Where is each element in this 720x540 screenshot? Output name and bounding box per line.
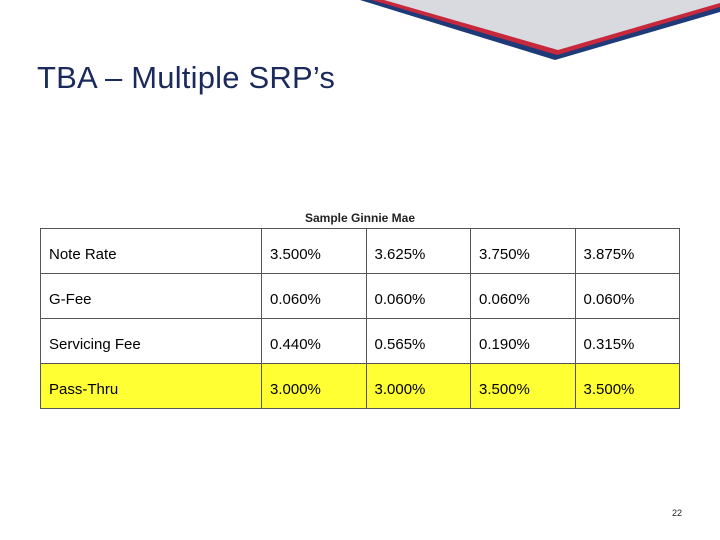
table-cell: 3.625% (366, 229, 471, 274)
page-number: 22 (672, 508, 682, 518)
table-row: Pass-Thru 3.000% 3.000% 3.500% 3.500% (41, 364, 680, 409)
table-cell: 3.875% (575, 229, 680, 274)
slide-title: TBA – Multiple SRP’s (37, 60, 335, 96)
table-cell: 3.500% (575, 364, 680, 409)
table-row: Servicing Fee 0.440% 0.565% 0.190% 0.315… (41, 319, 680, 364)
table-caption: Sample Ginnie Mae (0, 211, 720, 225)
table-cell: 0.060% (471, 274, 576, 319)
table-cell: 3.500% (471, 364, 576, 409)
table-cell: 0.190% (471, 319, 576, 364)
table-cell: 0.315% (575, 319, 680, 364)
table-cell: 3.750% (471, 229, 576, 274)
row-label: Pass-Thru (41, 364, 262, 409)
table-cell: 0.060% (366, 274, 471, 319)
table-cell: 0.565% (366, 319, 471, 364)
table-cell: 0.060% (262, 274, 367, 319)
table-cell: 3.000% (366, 364, 471, 409)
row-label: Servicing Fee (41, 319, 262, 364)
table-cell: 3.000% (262, 364, 367, 409)
row-label: G-Fee (41, 274, 262, 319)
table-cell: 0.440% (262, 319, 367, 364)
table-cell: 3.500% (262, 229, 367, 274)
table-row: Note Rate 3.500% 3.625% 3.750% 3.875% (41, 229, 680, 274)
srp-table: Note Rate 3.500% 3.625% 3.750% 3.875% G-… (40, 228, 680, 409)
table-cell: 0.060% (575, 274, 680, 319)
table-row: G-Fee 0.060% 0.060% 0.060% 0.060% (41, 274, 680, 319)
row-label: Note Rate (41, 229, 262, 274)
